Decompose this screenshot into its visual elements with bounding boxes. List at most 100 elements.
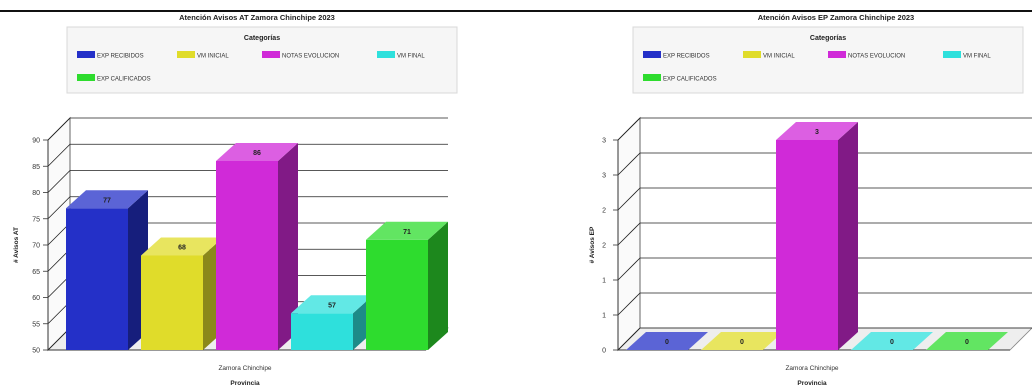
x-axis-title: Provincia <box>230 380 260 387</box>
y-tick-label: 80 <box>32 190 40 197</box>
gridline <box>617 187 1032 211</box>
legend-swatch <box>77 51 95 58</box>
bar-top <box>66 190 148 209</box>
bar-front <box>66 208 128 350</box>
gridline <box>47 143 448 167</box>
y-tick-label: 1 <box>602 313 606 320</box>
bar <box>66 190 148 350</box>
gridline <box>617 327 1032 351</box>
bar <box>141 237 223 350</box>
bar-front <box>366 239 428 350</box>
bar-top <box>216 143 298 161</box>
legend-box <box>66 26 458 94</box>
bar-top <box>291 295 373 314</box>
bar-value-label: 0 <box>740 339 744 346</box>
bar-value-label: 68 <box>178 245 186 252</box>
legend-label: EXP CALIFICADOS <box>97 77 151 83</box>
gridline <box>617 292 1032 316</box>
gridline <box>617 222 1032 246</box>
y-tick-label: 60 <box>32 295 40 302</box>
bar-top <box>701 332 783 350</box>
bar-side <box>428 221 448 350</box>
legend-title: Categorías <box>810 35 846 42</box>
bar-value-label: 86 <box>253 150 261 157</box>
bar-value-label: 77 <box>103 197 111 204</box>
y-tick-label: 2 <box>602 208 606 215</box>
legend-label: VM INICIAL <box>763 54 795 60</box>
y-tick-label: 3 <box>602 138 606 145</box>
legend-swatch <box>262 51 280 58</box>
x-category-label: Zamora Chinchipe <box>218 365 271 372</box>
legend-label: NOTAS EVOLUCION <box>282 54 339 60</box>
bar <box>926 332 1008 350</box>
legend-swatch <box>828 51 846 58</box>
bar-value-label: 0 <box>890 339 894 346</box>
bar-value-label: 0 <box>665 339 669 346</box>
gridline <box>617 152 1032 176</box>
legend-swatch <box>177 51 195 58</box>
legend-swatch <box>377 51 395 58</box>
bar <box>291 295 373 350</box>
y-tick-label: 65 <box>32 269 40 276</box>
chart-title: Atención Avisos EP Zamora Chinchipe 2023 <box>758 13 914 22</box>
bar-top <box>366 221 448 240</box>
bar-front <box>216 161 278 350</box>
chart-title: Atención Avisos AT Zamora Chinchipe 2023 <box>179 13 335 22</box>
legend-label: EXP RECIBIDOS <box>97 54 144 60</box>
chart-avisos-ep: Atención Avisos EP Zamora Chinchipe 2023… <box>589 13 1032 387</box>
top-divider <box>0 10 1032 12</box>
bar-top <box>626 332 708 350</box>
bar <box>701 332 783 350</box>
legend-swatch <box>943 51 961 58</box>
legend-label: NOTAS EVOLUCION <box>848 54 905 60</box>
legend-swatch <box>643 74 661 81</box>
bar-front <box>141 255 203 350</box>
y-tick-label: 75 <box>32 216 40 223</box>
legend-label: EXP CALIFICADOS <box>663 77 717 83</box>
legend-label: VM FINAL <box>963 54 991 60</box>
bar-top <box>776 122 858 140</box>
gridline <box>47 170 448 193</box>
y-tick-label: 50 <box>32 348 40 355</box>
bar-top <box>141 237 223 256</box>
bar-side <box>278 143 298 350</box>
y-axis-title: # Avisos EP <box>589 226 596 263</box>
bar <box>851 332 933 350</box>
y-tick-label: 1 <box>602 278 606 285</box>
legend-label: VM INICIAL <box>197 54 229 60</box>
y-tick-label: 0 <box>602 348 606 355</box>
bar-top <box>851 332 933 350</box>
y-tick-label: 2 <box>602 243 606 250</box>
y-axis-title: # Avisos AT <box>13 227 20 263</box>
bar-value-label: 71 <box>403 229 411 236</box>
x-category-label: Zamora Chinchipe <box>785 365 838 372</box>
gridline <box>47 196 448 220</box>
bar-value-label: 57 <box>328 302 336 309</box>
bar <box>366 221 448 350</box>
y-tick-label: 55 <box>32 321 40 328</box>
gridline <box>47 117 448 141</box>
legend-swatch <box>77 74 95 81</box>
bar-front <box>291 313 353 350</box>
y-tick-label: 3 <box>602 173 606 180</box>
bar-side <box>838 122 858 350</box>
bar-front <box>776 140 838 350</box>
gridline <box>617 257 1032 281</box>
legend-label: VM FINAL <box>397 54 425 60</box>
bar-top <box>926 332 1008 350</box>
gridline <box>617 117 1032 141</box>
legend-swatch <box>743 51 761 58</box>
legend-label: EXP RECIBIDOS <box>663 54 710 60</box>
legend-title: Categorías <box>244 35 280 42</box>
bar-value-label: 3 <box>815 129 819 136</box>
bar <box>776 122 858 350</box>
bar <box>216 143 298 350</box>
legend-swatch <box>643 51 661 58</box>
legend-box <box>632 26 1024 94</box>
y-tick-label: 90 <box>32 138 40 145</box>
chart-avisos-at: Atención Avisos AT Zamora Chinchipe 2023… <box>13 13 458 387</box>
x-axis-title: Provincia <box>797 380 827 387</box>
bar <box>626 332 708 350</box>
y-tick-label: 70 <box>32 243 40 250</box>
y-tick-label: 85 <box>32 164 40 171</box>
